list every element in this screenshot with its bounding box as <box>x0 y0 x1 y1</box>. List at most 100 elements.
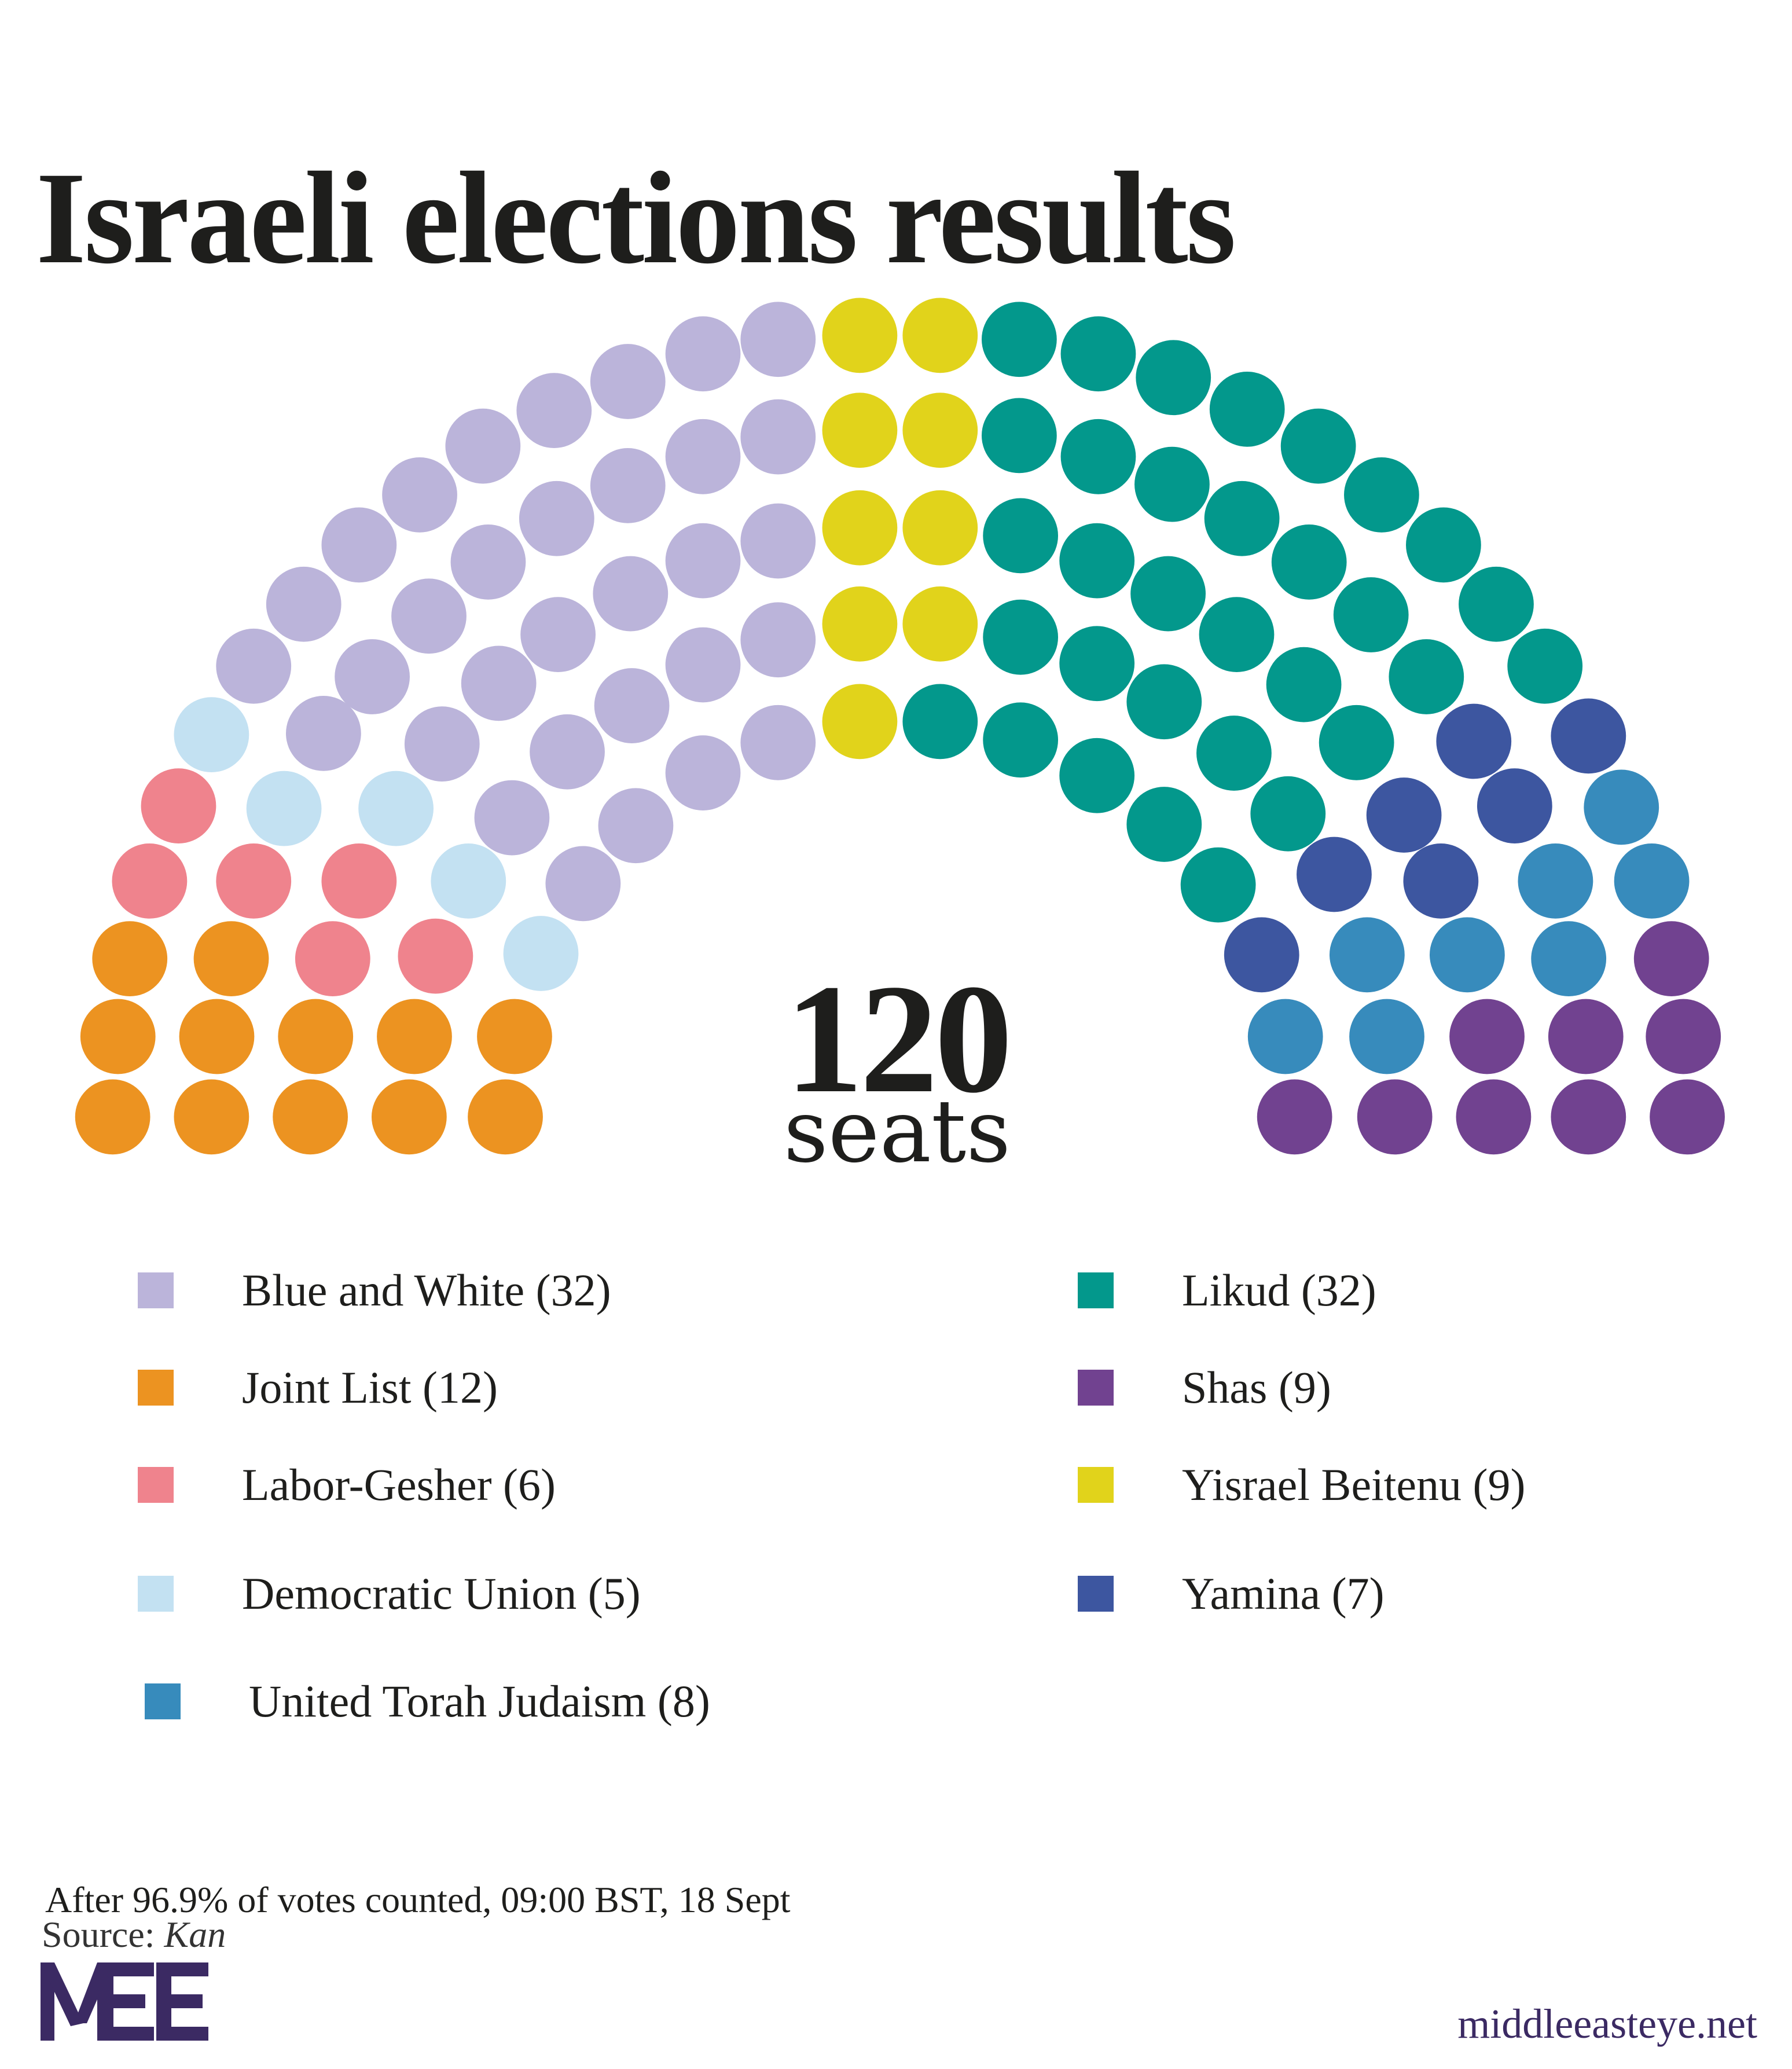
legend-label: Blue and White (32) <box>242 1265 611 1315</box>
legend-item: Likud (32) <box>1078 1268 1376 1313</box>
seat-dot <box>902 585 978 661</box>
seat-dot <box>476 998 552 1074</box>
seat-dot <box>215 628 291 703</box>
chart-title: Israeli elections results <box>36 145 1236 291</box>
source-line: Source: Kan <box>42 1913 226 1956</box>
legend-swatch <box>1078 1576 1114 1612</box>
seat-dot <box>403 706 479 781</box>
seat-dot <box>589 447 665 523</box>
legend-label: Shas (9) <box>1182 1362 1331 1413</box>
seat-dot <box>467 1078 542 1154</box>
seat-dot <box>430 842 506 918</box>
legend-swatch <box>145 1683 181 1719</box>
source-prefix: Source: <box>42 1914 164 1955</box>
seat-dot <box>358 770 433 846</box>
legend-label: Labor-Gesher (6) <box>242 1459 556 1510</box>
seat-dot <box>321 842 396 918</box>
seat-dot <box>740 502 816 578</box>
seat-dot <box>285 695 361 771</box>
seat-dot <box>821 585 897 661</box>
seat-dot <box>740 704 816 780</box>
seat-dot <box>1059 737 1134 813</box>
seat-dot <box>902 683 978 759</box>
seat-dot <box>1405 507 1481 582</box>
seat-dot <box>390 578 466 654</box>
seat-dot <box>1457 566 1533 641</box>
seat-dot <box>265 566 341 641</box>
seat-dot <box>597 787 673 863</box>
legend-item: Yisrael Beitenu (9) <box>1078 1462 1526 1507</box>
legend-item: Blue and White (32) <box>138 1268 611 1313</box>
seat-dot <box>1256 1078 1332 1154</box>
seat-dot <box>173 1078 249 1154</box>
seat-dot <box>1449 998 1524 1074</box>
seat-dot <box>445 408 520 483</box>
seat-dot <box>1645 998 1720 1074</box>
seat-dot <box>1343 456 1419 532</box>
seat-dot <box>1209 370 1284 446</box>
seat-dot <box>821 392 897 468</box>
mee-logo <box>41 1962 232 2049</box>
legend-swatch <box>138 1467 174 1503</box>
total-seats-label: seats <box>783 1081 1011 1182</box>
seat-dot <box>516 372 592 447</box>
seat-dot <box>902 297 978 373</box>
seat-dot <box>294 920 370 996</box>
seat-dot <box>664 626 740 702</box>
seat-dot <box>1517 842 1593 918</box>
seat-dot <box>370 1078 446 1154</box>
seat-dot <box>518 480 594 556</box>
seat-dot <box>1547 998 1623 1074</box>
seat-dot <box>381 456 457 532</box>
legend-label: Likud (32) <box>1182 1265 1376 1315</box>
legend-label: Yamina (7) <box>1182 1568 1385 1619</box>
seat-dot <box>1348 998 1424 1074</box>
count-note: After 96.9% of votes counted, 09:00 BST,… <box>45 1879 791 1920</box>
seat-dot <box>460 645 536 721</box>
seat-dot <box>450 523 526 599</box>
seat-dot <box>1060 418 1136 494</box>
seat-dot <box>981 301 1056 376</box>
seat-dot <box>473 779 549 855</box>
seat-dot <box>1507 628 1582 703</box>
seat-dot <box>1328 916 1404 992</box>
legend-label: Democratic Union (5) <box>242 1568 641 1619</box>
seat-dot <box>277 998 352 1074</box>
seat-dot <box>1130 555 1205 631</box>
seat-dot <box>664 522 740 598</box>
seat-dot <box>982 497 1057 573</box>
seat-dot <box>1059 522 1134 598</box>
seat-dot <box>1613 842 1689 918</box>
seat-dot <box>321 507 396 582</box>
seat-dot <box>982 702 1057 777</box>
seat-dot <box>1429 916 1504 992</box>
seat-dot <box>589 343 665 419</box>
seat-dot <box>1247 998 1323 1074</box>
seat-dot <box>821 297 897 373</box>
seat-dot <box>1203 480 1279 556</box>
legend-swatch <box>1078 1370 1114 1406</box>
seat-dot <box>1250 775 1325 851</box>
seat-dot <box>1633 920 1709 996</box>
legend-item: Labor-Gesher (6) <box>138 1462 556 1507</box>
seat-dot <box>397 918 473 993</box>
legend-swatch <box>138 1272 174 1308</box>
legend-item: United Torah Judaism (8) <box>145 1679 710 1724</box>
legend-item: Yamina (7) <box>1078 1571 1385 1616</box>
seat-dot <box>1223 916 1299 992</box>
seat-dot <box>1133 446 1209 522</box>
seat-dot <box>1455 1078 1531 1154</box>
seat-dot <box>664 316 740 391</box>
seat-dot <box>982 599 1057 674</box>
seat-dot <box>502 915 578 991</box>
seat-dot <box>740 601 816 677</box>
legend-label: Yisrael Beitenu (9) <box>1182 1459 1526 1510</box>
seat-dot <box>1295 836 1371 912</box>
seat-dot <box>272 1078 347 1154</box>
site-url[interactable]: middleeasteye.net <box>1457 2001 1757 2047</box>
seat-dot <box>1649 1078 1724 1154</box>
source-name: Kan <box>164 1914 226 1955</box>
seat-dot <box>592 555 668 631</box>
seat-dot <box>902 392 978 468</box>
